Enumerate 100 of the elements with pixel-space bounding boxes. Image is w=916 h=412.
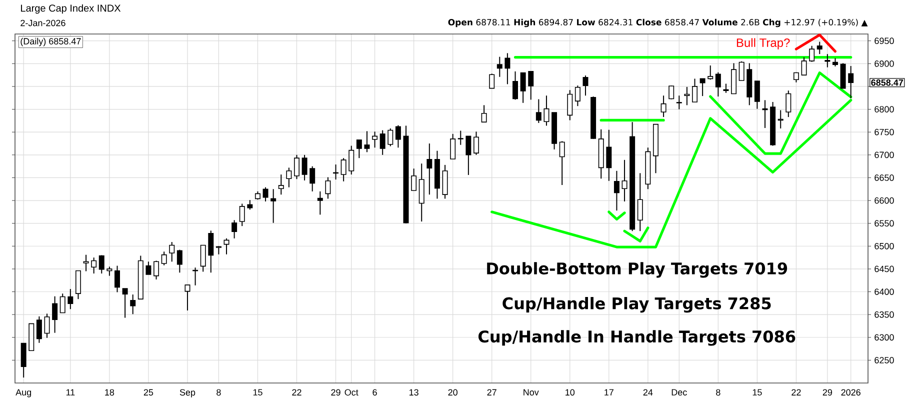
candlestick (536, 98, 542, 124)
candlestick (340, 158, 346, 182)
candlestick (262, 186, 268, 202)
candlestick (114, 265, 120, 293)
y-tick-label: 6900 (874, 60, 894, 67)
candlestick (606, 129, 612, 182)
x-tick-label: 17 (604, 389, 614, 396)
candlestick (286, 167, 292, 188)
y-tick-label: 6700 (874, 152, 894, 158)
candlestick (270, 188, 276, 224)
x-tick-label: 20 (448, 389, 458, 396)
annotation: Cup/Handle Play Targets 7285 (502, 297, 771, 313)
chart-title: Large Cap Index INDX (21, 4, 121, 14)
candlestick (232, 220, 238, 239)
candlestick (161, 251, 167, 266)
candlestick (418, 163, 424, 222)
x-tick-label: Nov (524, 389, 539, 396)
candlestick (83, 254, 89, 272)
candlestick (824, 54, 830, 68)
candlestick (44, 313, 50, 338)
candlestick (778, 110, 784, 129)
candlestick (754, 80, 760, 110)
candlestick (715, 72, 721, 97)
candlestick (723, 83, 729, 94)
text: Open 6878.11 High 6894.87 Low 6824.31 Close 6858.47 Volume 2.6B Chg +12.97 (+0.19%) ▲ (448, 18, 868, 28)
candlestick (528, 70, 534, 100)
x-tick-label: Aug (16, 389, 32, 398)
candlestick (356, 139, 362, 159)
candlestick (622, 159, 628, 202)
x-tick-label: Oct (344, 389, 358, 396)
x-tick-label: Sep (180, 389, 196, 398)
y-tick-label: 6250 (874, 357, 894, 364)
candlestick (317, 190, 323, 216)
y-tick-label: 6950 (874, 38, 894, 44)
y-tick-label: 6300 (874, 334, 894, 341)
y-tick-label: 6450 (874, 266, 894, 272)
x-tick-label: 8 (716, 389, 720, 396)
candlestick (364, 130, 370, 153)
candlestick (302, 154, 308, 181)
candlestick (75, 270, 81, 300)
candlestick (637, 172, 643, 232)
candlestick (388, 128, 394, 147)
annotation: Bull Trap? (736, 38, 790, 50)
x-tick-label: 15 (752, 389, 762, 396)
candlestick (738, 60, 744, 82)
y-tick-label: 6500 (874, 242, 894, 250)
candlestick (708, 64, 714, 80)
candlestick (411, 168, 417, 191)
candlestick (122, 288, 128, 318)
x-tick-label: 29 (331, 389, 340, 396)
candlestick (801, 56, 807, 76)
candlestick (481, 104, 487, 123)
x-tick-label: 11 (66, 389, 75, 396)
y-tick-label: 6600 (874, 197, 894, 204)
candlestick (520, 72, 526, 104)
candlestick (380, 130, 386, 156)
candlestick (184, 284, 190, 311)
candlestick (466, 136, 472, 176)
candlestick (247, 200, 253, 210)
x-tick-label: 2026 (841, 389, 860, 396)
candlestick (512, 70, 518, 100)
candlestick (458, 130, 464, 146)
x-tick-label: 25 (144, 389, 154, 396)
candlestick (68, 288, 74, 310)
candlestick (60, 293, 66, 314)
candlestick (395, 124, 401, 148)
candlestick (154, 260, 160, 280)
candlestick (169, 242, 175, 262)
candlestick (442, 164, 448, 200)
y-tick-label: 6800 (874, 106, 894, 112)
text: 6858.47 (871, 79, 904, 86)
x-tick-label: 29 (822, 389, 832, 396)
annotation: Cup/Handle In Handle Targets 7086 (478, 330, 796, 346)
candlestick (504, 52, 510, 85)
candlestick (98, 254, 104, 274)
candlestick (692, 78, 698, 102)
candlestick (450, 133, 456, 160)
candlestick (325, 176, 331, 200)
candlestick (496, 56, 502, 78)
y-tick-label: 6350 (874, 311, 894, 318)
x-tick-label: 15 (253, 389, 262, 396)
candlestick (809, 45, 815, 62)
y-tick-label: 6650 (874, 174, 894, 181)
candlestick (567, 90, 573, 121)
annotation: (Daily) 6858.47 (20, 38, 81, 46)
candlestick (208, 230, 214, 274)
candlestick (348, 145, 354, 176)
candlestick (816, 41, 822, 55)
candlestick (668, 85, 674, 100)
candlestick (52, 296, 58, 334)
candlestick (684, 86, 690, 106)
x-tick-label: 10 (566, 389, 575, 396)
x-tick-label: 22 (792, 389, 801, 396)
x-tick-label: 27 (487, 389, 496, 396)
x-tick-label: 13 (409, 389, 418, 396)
candlestick (786, 90, 792, 118)
candlestick (660, 95, 666, 118)
y-tick-label: 6550 (874, 220, 894, 227)
candlestick (200, 244, 206, 272)
y-tick-label: 6750 (874, 128, 894, 136)
